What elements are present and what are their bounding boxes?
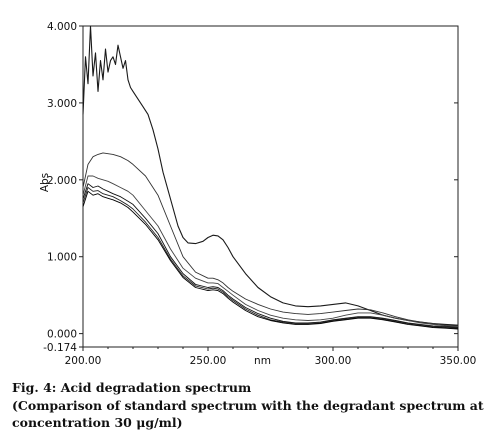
y-axis-title: Abs <box>39 173 51 192</box>
series-line-1 <box>82 25 459 326</box>
series-line-4 <box>82 183 459 328</box>
figure-caption-title: Fig. 4: Acid degradation spectrum <box>12 380 251 396</box>
y-tick-label: 3.000 <box>47 98 77 110</box>
figure-caption-label: Fig. 4: <box>12 380 57 395</box>
x-axis-title: nm <box>254 355 271 367</box>
series-line-5 <box>82 187 459 329</box>
x-tick-label: 350.00 <box>440 355 477 367</box>
y-tick-label: 0.000 <box>47 329 77 341</box>
figure-caption-text: Acid degradation spectrum <box>60 380 252 395</box>
series-line-6 <box>82 190 459 330</box>
x-tick-label: 250.00 <box>190 355 227 367</box>
y-tick-label: 1.000 <box>47 252 77 264</box>
figure-caption-subtitle-1: (Comparison of standard spectrum with th… <box>12 398 484 413</box>
y-tick-label: 4.000 <box>47 21 77 33</box>
x-tick-label: 300.00 <box>315 355 352 367</box>
series-line-2 <box>82 152 459 327</box>
y-tick-label: -0.174 <box>43 342 77 354</box>
x-tick-label: 200.00 <box>65 355 102 367</box>
figure-caption-subtitle-2: concentration 30 μg/ml) <box>12 415 183 430</box>
plot-frame <box>82 25 459 348</box>
series-line-3 <box>82 175 459 328</box>
y-tick-label: 2.000 <box>47 175 77 187</box>
